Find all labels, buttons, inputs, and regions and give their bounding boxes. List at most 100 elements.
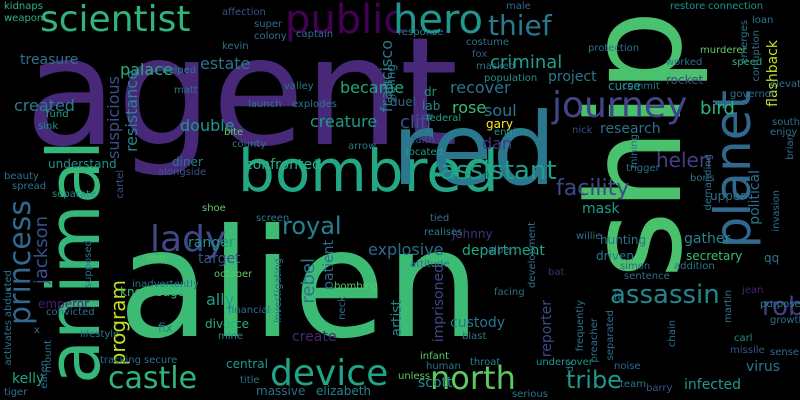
word-response: response <box>398 27 444 38</box>
word-lab: lab <box>422 99 441 113</box>
word-agent: agent <box>25 6 459 180</box>
word-treasure: treasure <box>20 52 79 68</box>
word-bird: bird <box>700 98 735 119</box>
word-martin: martin <box>723 290 734 324</box>
word-simon: simon <box>620 261 651 272</box>
word-infected: infected <box>684 377 741 393</box>
word-elizabeth: elizabeth <box>316 384 372 398</box>
word-diner: diner <box>172 155 203 169</box>
word-thief: thief <box>488 9 552 42</box>
word-mining: mining <box>629 134 640 169</box>
word-shoe: shoe <box>202 203 226 214</box>
word-arrow: arrow <box>348 141 377 152</box>
word-fox: fox <box>472 49 488 60</box>
word-faith: faith <box>412 135 435 146</box>
word-rocket: rocket <box>666 73 704 87</box>
word-engine: engine <box>494 127 529 138</box>
word-beauty: beauty <box>4 171 39 182</box>
word-governor: governor <box>730 89 776 100</box>
word-attitude: attitude <box>410 259 450 270</box>
word-invasion: invasion <box>771 190 782 232</box>
word-helped: helped <box>162 65 197 76</box>
word-willie: willie <box>576 231 602 242</box>
word-suspicious: suspicious <box>104 76 123 159</box>
word-tribe: tribe <box>566 366 622 394</box>
word-screen: screen <box>256 213 290 224</box>
word-iron: iron <box>146 253 166 264</box>
word-supposed: supposed <box>83 240 94 289</box>
word-emperor: emperor <box>38 297 90 311</box>
word-affection: affection <box>222 7 266 18</box>
word-jackson: jackson <box>31 216 52 285</box>
word-separated: separated <box>605 310 616 361</box>
word-hunting: hunting <box>600 233 647 247</box>
word-knowledge: knowledge <box>120 285 186 299</box>
word-became: became <box>340 78 405 97</box>
word-cliff: cliff <box>400 112 433 133</box>
word-purpose: purpose <box>760 299 800 310</box>
word-ally: ally <box>206 290 235 309</box>
word-weapon: weapon <box>4 13 44 24</box>
word-recover: recover <box>450 78 511 97</box>
word-emerges: emerges <box>739 20 750 64</box>
word-speed: speed <box>732 57 763 68</box>
word-helen: helen <box>656 148 712 172</box>
word-fix: fix <box>158 321 173 335</box>
word-sentence: sentence <box>624 271 670 282</box>
word-frequently: frequently <box>575 300 586 352</box>
word-reporter: reporter <box>539 300 555 358</box>
word-convicted: convicted <box>46 307 95 318</box>
word-target: target <box>198 251 241 267</box>
word-double: double <box>180 116 235 135</box>
word-separate: separate <box>52 189 97 200</box>
word-gather: gather <box>684 231 731 247</box>
word-restore: restore <box>670 1 706 12</box>
word-dx: dx <box>565 360 576 373</box>
word-lady: lady <box>150 219 227 260</box>
word-tracking: tracking <box>100 355 141 366</box>
word-colony: colony <box>254 31 287 42</box>
word-federal: federal <box>426 113 462 124</box>
word-artist: artist <box>389 300 405 337</box>
word-title: title <box>240 375 260 386</box>
word-create: create <box>292 329 337 345</box>
word-political: political <box>747 170 763 225</box>
word-scientist: scientist <box>40 0 191 40</box>
word-serious: serious <box>512 389 548 400</box>
word-soul: soul <box>484 101 517 120</box>
word-hero: hero <box>393 0 483 43</box>
word-throat: throat <box>470 357 501 368</box>
word-estate: estate <box>200 54 251 73</box>
word-custody: custody <box>450 315 506 331</box>
word-captain: captain <box>296 29 334 40</box>
word-explosive: explosive <box>368 240 444 259</box>
word-eaten: eaten <box>39 360 50 389</box>
word-boris: boris <box>690 173 715 184</box>
word-corruption: corruption <box>751 30 762 82</box>
word-device: device <box>270 353 389 394</box>
word-worked: worked <box>666 57 703 68</box>
word-development: development <box>527 222 538 288</box>
word-murderer: murderer <box>700 45 747 56</box>
word-upper: upper <box>710 189 746 203</box>
word-mine: mine <box>218 331 244 342</box>
word-red: red <box>392 91 556 208</box>
word-team: team <box>620 379 646 390</box>
word-qq: qq <box>764 251 780 265</box>
word-bat: bat <box>548 267 565 278</box>
word-alien: alien <box>118 198 481 372</box>
word-human: human <box>426 361 461 372</box>
word-alongside: alongside <box>158 167 207 178</box>
word-rob: rob <box>762 292 800 322</box>
word-albert: albert <box>488 245 518 256</box>
word-barry: barry <box>646 383 673 394</box>
word-launch: launch <box>248 99 282 110</box>
word-driven: driven <box>596 249 634 263</box>
word-royal: royal <box>282 212 342 240</box>
word-tied: tied <box>430 213 450 224</box>
word-abducted: abducted <box>3 270 14 318</box>
word-neck: neck <box>337 296 348 320</box>
word-public: public <box>285 0 406 43</box>
word-sink: sink <box>38 121 59 132</box>
